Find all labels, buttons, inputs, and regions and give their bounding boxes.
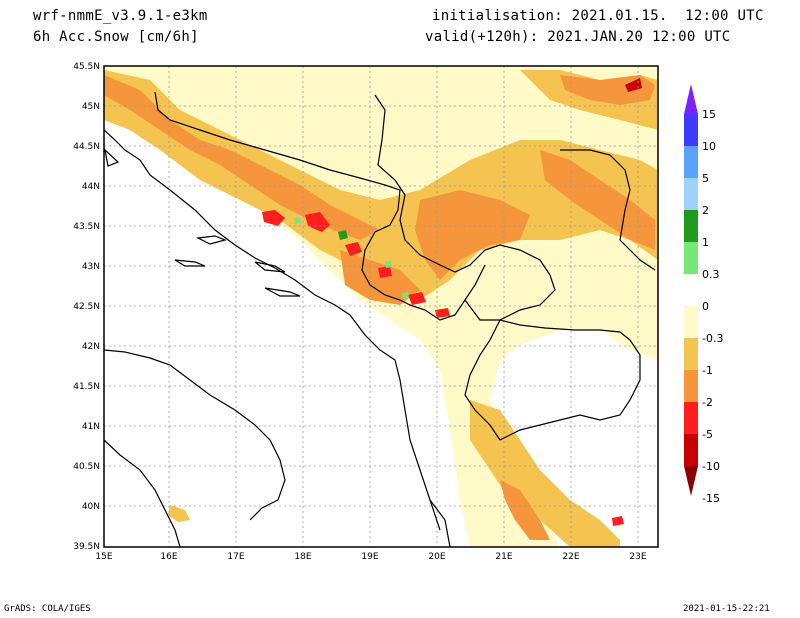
lat-label: 44N — [82, 182, 100, 192]
colorbar-label: -5 — [702, 428, 713, 441]
colorbar-box — [684, 274, 698, 306]
lon-label: 16E — [160, 552, 177, 562]
lat-label: 40.5N — [73, 462, 100, 472]
lat-label: 41.5N — [73, 382, 100, 392]
lat-label: 45N — [82, 102, 100, 112]
grads-credit: GrADS: COLA/IGES — [4, 604, 91, 614]
colorbar-box — [684, 242, 698, 274]
colorbar-box — [684, 178, 698, 210]
init-time: initialisation: 2021.01.15. 12:00 UTC — [432, 8, 764, 24]
lon-label: 21E — [495, 552, 512, 562]
colorbar-box — [684, 306, 698, 338]
colorbar-label: -1 — [702, 364, 713, 377]
colorbar-label: -15 — [702, 492, 720, 505]
colorbar-label: 15 — [702, 108, 716, 121]
lon-label: 18E — [294, 552, 311, 562]
colorbar-box — [684, 338, 698, 370]
render-timestamp: 2021-01-15-22:21 — [683, 604, 770, 614]
lon-labels: 15E 16E 17E 18E 19E 20E 21E 22E 23E — [95, 552, 646, 562]
lon-label: 17E — [227, 552, 244, 562]
lon-label: 15E — [95, 552, 112, 562]
snow-field — [104, 66, 658, 547]
colorbar-label: -10 — [702, 460, 720, 473]
variable-title: 6h Acc.Snow [cm/6h] — [33, 29, 199, 45]
colorbar-bottom-arrow — [684, 466, 698, 496]
lon-label: 20E — [428, 552, 445, 562]
lat-labels: 45.5N 45N 44.5N 44N 43.5N 43N 42.5N 42N … — [73, 62, 100, 552]
lon-label: 22E — [562, 552, 579, 562]
lat-label: 42.5N — [73, 302, 100, 312]
lon-label: 19E — [361, 552, 378, 562]
colorbar-box — [684, 434, 698, 466]
colorbar-label: -0.3 — [702, 332, 723, 345]
colorbar-label: 10 — [702, 140, 716, 153]
lat-label: 41N — [82, 422, 100, 432]
lat-label: 43.5N — [73, 222, 100, 232]
colorbar-label: 0 — [702, 300, 709, 313]
valid-time: valid(+120h): 2021.JAN.20 12:00 UTC — [425, 29, 731, 45]
lat-label: 39.5N — [73, 542, 100, 552]
coastlines — [104, 91, 656, 547]
colorbar: 15 10 5 2 1 0.3 0 -0.3 -1 -2 -5 -10 -15 — [684, 84, 723, 505]
colorbar-box — [684, 210, 698, 242]
lat-label: 45.5N — [73, 62, 100, 72]
colorbar-box — [684, 402, 698, 434]
colorbar-box — [684, 370, 698, 402]
lat-label: 40N — [82, 502, 100, 512]
lat-label: 42N — [82, 342, 100, 352]
colorbar-box — [684, 146, 698, 178]
model-title: wrf-nmmE_v3.9.1-e3km — [33, 8, 208, 24]
colorbar-label: 1 — [702, 236, 709, 249]
map-frame — [103, 65, 659, 548]
lon-label: 23E — [629, 552, 646, 562]
colorbar-label: -2 — [702, 396, 713, 409]
lat-label: 43N — [82, 262, 100, 272]
lat-label: 44.5N — [73, 142, 100, 152]
colorbar-box — [684, 114, 698, 146]
colorbar-label: 2 — [702, 204, 709, 217]
colorbar-label: 5 — [702, 172, 709, 185]
colorbar-label: 0.3 — [702, 268, 720, 281]
colorbar-top-arrow — [684, 84, 698, 114]
